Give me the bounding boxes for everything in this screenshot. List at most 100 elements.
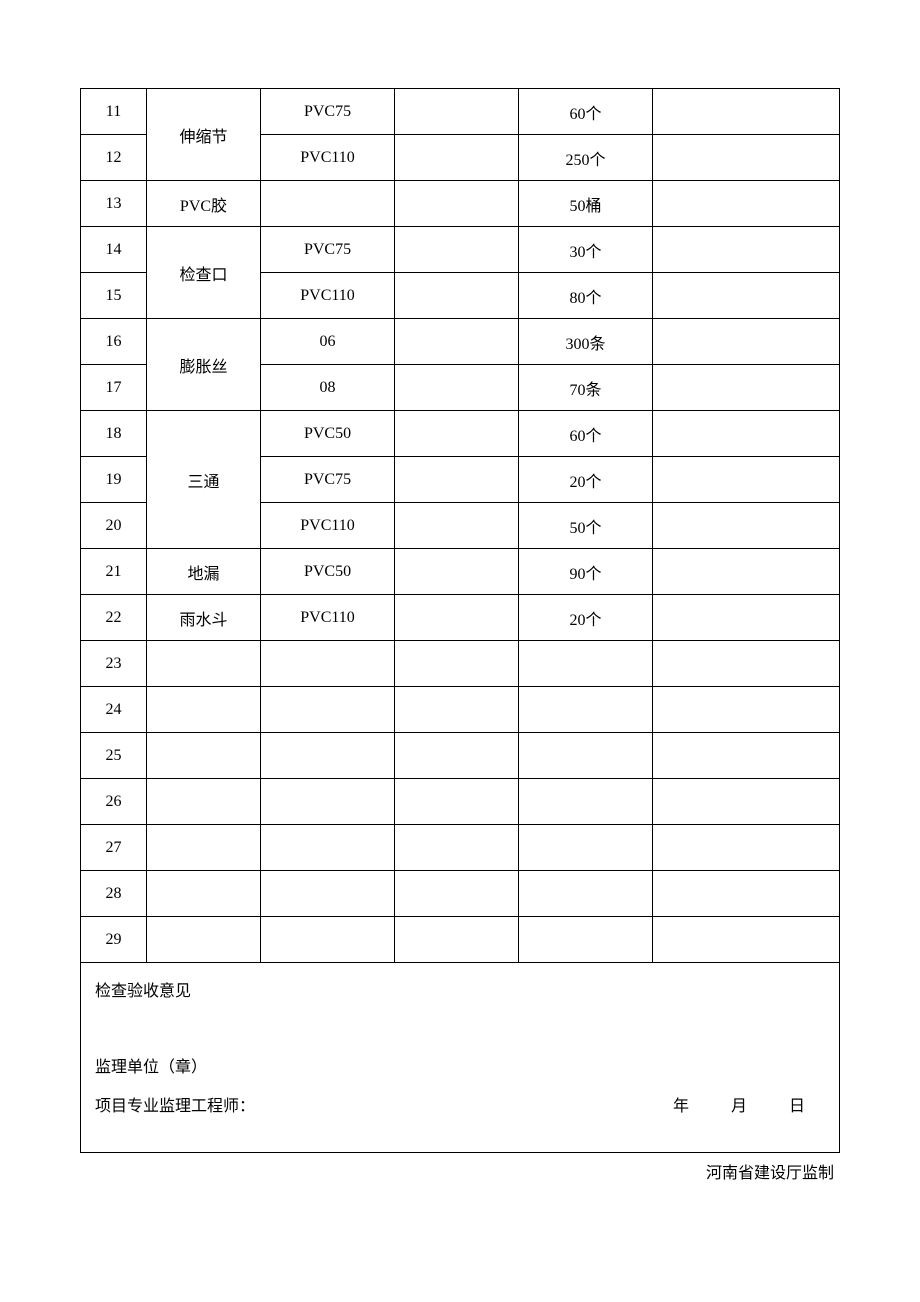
year-label: 年 xyxy=(673,1088,689,1126)
row-number: 24 xyxy=(81,687,147,733)
item-qty: 250个 xyxy=(519,135,653,181)
blank-cell xyxy=(395,181,519,227)
blank-cell xyxy=(653,89,840,135)
item-qty: 20个 xyxy=(519,595,653,641)
blank-cell xyxy=(395,365,519,411)
item-qty xyxy=(519,641,653,687)
item-qty: 70条 xyxy=(519,365,653,411)
row-number: 16 xyxy=(81,319,147,365)
item-spec: PVC50 xyxy=(261,549,395,595)
item-qty: 80个 xyxy=(519,273,653,319)
item-spec xyxy=(261,871,395,917)
blank-cell xyxy=(653,779,840,825)
row-number: 22 xyxy=(81,595,147,641)
table-row: 23 xyxy=(81,641,840,687)
item-qty xyxy=(519,917,653,963)
item-qty: 50桶 xyxy=(519,181,653,227)
row-number: 19 xyxy=(81,457,147,503)
item-spec xyxy=(261,825,395,871)
row-number: 11 xyxy=(81,89,147,135)
item-spec: PVC110 xyxy=(261,595,395,641)
blank-cell xyxy=(395,135,519,181)
item-qty: 20个 xyxy=(519,457,653,503)
row-number: 13 xyxy=(81,181,147,227)
item-name: PVC胶 xyxy=(147,181,261,227)
blank-cell xyxy=(653,181,840,227)
item-name: 检查口 xyxy=(147,227,261,319)
item-name: 膨胀丝 xyxy=(147,319,261,411)
item-spec xyxy=(261,917,395,963)
blank-cell xyxy=(653,457,840,503)
table-row: 18三通PVC5060个 xyxy=(81,411,840,457)
blank-cell xyxy=(395,917,519,963)
issuer-note: 河南省建设厅监制 xyxy=(80,1159,840,1183)
item-qty xyxy=(519,687,653,733)
item-spec: PVC50 xyxy=(261,411,395,457)
item-spec: PVC75 xyxy=(261,89,395,135)
table-row: 27 xyxy=(81,825,840,871)
item-name xyxy=(147,687,261,733)
row-number: 26 xyxy=(81,779,147,825)
item-name xyxy=(147,871,261,917)
date-group: 年 月 日 xyxy=(673,1088,825,1126)
row-number: 21 xyxy=(81,549,147,595)
blank-cell xyxy=(395,871,519,917)
table-row: 28 xyxy=(81,871,840,917)
blank-cell xyxy=(395,733,519,779)
row-number: 29 xyxy=(81,917,147,963)
item-spec: PVC110 xyxy=(261,273,395,319)
item-spec xyxy=(261,687,395,733)
blank-cell xyxy=(653,641,840,687)
blank-cell xyxy=(653,549,840,595)
blank-cell xyxy=(653,227,840,273)
item-spec: PVC75 xyxy=(261,457,395,503)
row-number: 17 xyxy=(81,365,147,411)
blank-cell xyxy=(395,457,519,503)
item-qty xyxy=(519,825,653,871)
blank-cell xyxy=(395,227,519,273)
table-row: 11伸缩节PVC7560个 xyxy=(81,89,840,135)
blank-cell xyxy=(653,595,840,641)
item-name xyxy=(147,917,261,963)
blank-cell xyxy=(395,779,519,825)
blank-cell xyxy=(653,411,840,457)
blank-cell xyxy=(395,503,519,549)
inspection-opinion-label: 检查验收意见 xyxy=(95,973,825,1011)
table-row: 16膨胀丝06300条 xyxy=(81,319,840,365)
row-number: 18 xyxy=(81,411,147,457)
item-qty: 50个 xyxy=(519,503,653,549)
item-name xyxy=(147,779,261,825)
table-row: 24 xyxy=(81,687,840,733)
table-row: 13PVC胶 50桶 xyxy=(81,181,840,227)
supervision-unit-label: 监理单位（章） xyxy=(95,1049,825,1087)
blank-cell xyxy=(653,135,840,181)
item-qty: 60个 xyxy=(519,411,653,457)
item-spec xyxy=(261,779,395,825)
blank-cell xyxy=(653,319,840,365)
row-number: 28 xyxy=(81,871,147,917)
blank-cell xyxy=(395,549,519,595)
blank-cell xyxy=(653,273,840,319)
row-number: 20 xyxy=(81,503,147,549)
blank-cell xyxy=(653,825,840,871)
blank-cell xyxy=(653,365,840,411)
blank-cell xyxy=(653,687,840,733)
blank-cell xyxy=(395,273,519,319)
item-name xyxy=(147,641,261,687)
row-number: 25 xyxy=(81,733,147,779)
item-spec: PVC110 xyxy=(261,503,395,549)
footer-cell: 检查验收意见 监理单位（章） 项目专业监理工程师： 年 月 日 xyxy=(81,963,840,1153)
blank-cell xyxy=(653,503,840,549)
blank-cell xyxy=(395,319,519,365)
blank-cell xyxy=(395,825,519,871)
materials-table: 11伸缩节PVC7560个12PVC110250个13PVC胶50桶14检查口P… xyxy=(80,88,840,1153)
item-spec xyxy=(261,181,395,227)
blank-cell xyxy=(395,595,519,641)
item-qty xyxy=(519,733,653,779)
item-name: 雨水斗 xyxy=(147,595,261,641)
blank-cell xyxy=(395,411,519,457)
blank-cell xyxy=(653,917,840,963)
item-qty xyxy=(519,779,653,825)
row-number: 14 xyxy=(81,227,147,273)
row-number: 27 xyxy=(81,825,147,871)
